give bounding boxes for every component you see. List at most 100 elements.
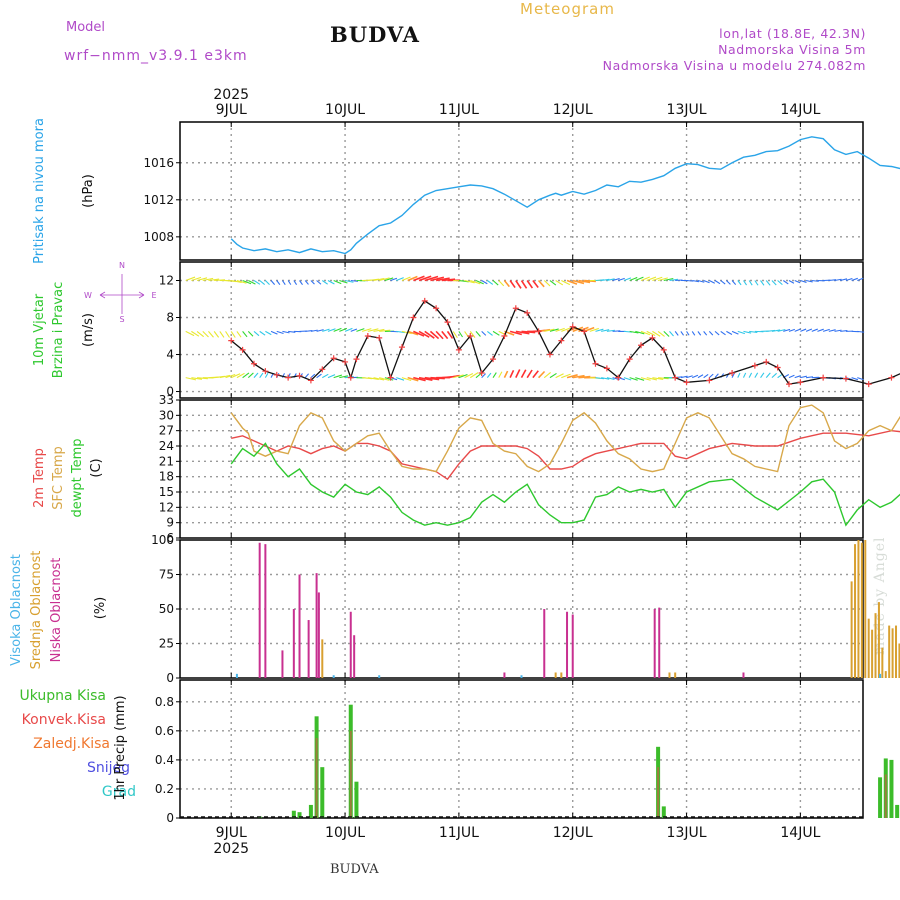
low-cloud-bar [353, 635, 356, 678]
day-label-bottom: 14JUL [780, 825, 820, 841]
compass-west: W [84, 291, 92, 300]
wind-direction-arrow [373, 277, 385, 282]
wind-direction-arrow [396, 377, 405, 381]
wind-direction-arrow [561, 373, 571, 379]
wind-direction-arrow [339, 279, 348, 284]
wind-direction-arrow [737, 372, 741, 378]
wind-speed-marker [342, 358, 349, 365]
wind-speed-marker [228, 337, 235, 344]
wind-direction-arrow [646, 330, 656, 337]
wind-direction-arrow [202, 330, 209, 338]
wind-direction-arrow [191, 330, 200, 337]
wind-direction-arrow [720, 280, 726, 285]
wind-direction-arrow [840, 330, 848, 332]
wind-speed-marker [626, 356, 633, 363]
wind-direction-arrow [509, 330, 522, 336]
wind-direction-arrow [219, 374, 231, 379]
wind-direction-arrow [231, 279, 242, 283]
wind-direction-arrow [749, 330, 758, 333]
wind-direction-arrow [771, 329, 781, 332]
wind-direction-arrow [350, 279, 359, 282]
wind-direction-arrow [487, 280, 494, 285]
wind-direction-arrow [225, 331, 230, 338]
wind-direction-arrow [191, 377, 203, 380]
wind-speed-marker [478, 370, 485, 377]
mid-cloud-bar [857, 540, 860, 678]
wind-direction-arrow [288, 330, 296, 333]
wind-direction-arrow [606, 329, 615, 332]
wind-direction-arrow [606, 377, 615, 381]
wind-speed-marker [660, 346, 667, 353]
wind-direction-arrow [834, 278, 842, 282]
footer-station: BUDVA [330, 862, 379, 877]
wind-direction-arrow [242, 279, 252, 285]
legend-graupel: Grad [102, 784, 136, 800]
temp-sfc-line [230, 404, 900, 473]
wind-direction-arrow [765, 372, 771, 379]
wind-direction-arrow [760, 280, 765, 286]
wind-speed-marker [330, 355, 337, 362]
temp-dewpoint-line [230, 442, 900, 527]
wind-direction-arrow [623, 277, 632, 282]
wind-direction-arrow [845, 277, 853, 282]
wind-direction-arrow [658, 377, 669, 380]
wind-speed-marker [273, 371, 280, 378]
wind-direction-arrow [486, 372, 492, 378]
wind-direction-arrow [748, 372, 753, 378]
wind-direction-arrow [714, 280, 721, 285]
low-cloud-bar [258, 542, 261, 678]
precip-axis-title: 1hr Precip (mm) [113, 695, 128, 800]
wind-direction-arrow [264, 372, 269, 378]
wind-direction-arrow [618, 277, 625, 282]
wind-direction-arrow [259, 330, 266, 336]
wind-direction-arrow [304, 373, 310, 379]
wind-direction-arrow [503, 280, 510, 288]
temp-axis-title-dewpt: dewpt Temp [70, 438, 85, 517]
wind-direction-arrow [469, 372, 479, 379]
wind-direction-arrow [498, 371, 503, 378]
wind-direction-arrow [777, 280, 783, 286]
wind-direction-arrow [566, 374, 578, 379]
low-cloud-bar [566, 611, 569, 678]
wind-direction-arrow [407, 376, 419, 382]
wind-direction-arrow [646, 276, 657, 282]
wind-direction-arrow [629, 276, 638, 282]
wind-direction-arrow [652, 330, 661, 337]
wind-direction-arrow [520, 280, 528, 289]
wind-speed-marker [376, 334, 383, 341]
wind-direction-arrow [515, 280, 522, 289]
y-tick-label: 100 [151, 533, 174, 547]
wind-direction-arrow [754, 280, 759, 286]
wind-direction-arrow [612, 277, 620, 282]
wind-direction-arrow [572, 279, 585, 285]
wind-direction-arrow [219, 331, 225, 338]
wind-direction-arrow [242, 331, 248, 338]
wind-direction-arrow [293, 280, 298, 285]
wind-direction-arrow [384, 277, 394, 282]
wind-direction-arrow [413, 275, 425, 282]
wind-speed-marker [501, 333, 508, 340]
wind-direction-arrow [418, 330, 430, 338]
wind-direction-arrow [475, 331, 481, 337]
mid-cloud-bar [867, 618, 870, 678]
wind-direction-arrow [640, 330, 651, 336]
wind-direction-arrow [811, 279, 819, 282]
wind-direction-arrow [452, 331, 458, 339]
wind-direction-arrow [708, 373, 714, 379]
wind-direction-arrow [196, 330, 204, 338]
wind-direction-arrow [259, 372, 264, 378]
wind-direction-arrow [840, 278, 848, 282]
wind-speed-marker [455, 346, 462, 353]
wind-speed-marker [569, 323, 576, 330]
wind-direction-arrow [652, 377, 664, 380]
wind-direction-arrow [247, 372, 254, 379]
wind-direction-arrow [236, 279, 247, 284]
wind-direction-arrow [851, 377, 859, 381]
wind-speed-marker [535, 328, 542, 335]
wind-speed-marker [512, 305, 519, 312]
mid-cloud-bar [560, 672, 563, 678]
wind-direction-arrow [316, 329, 324, 332]
wind-speed-marker [398, 344, 405, 351]
wind-direction-arrow [487, 330, 493, 336]
wind-direction-arrow [674, 331, 679, 336]
